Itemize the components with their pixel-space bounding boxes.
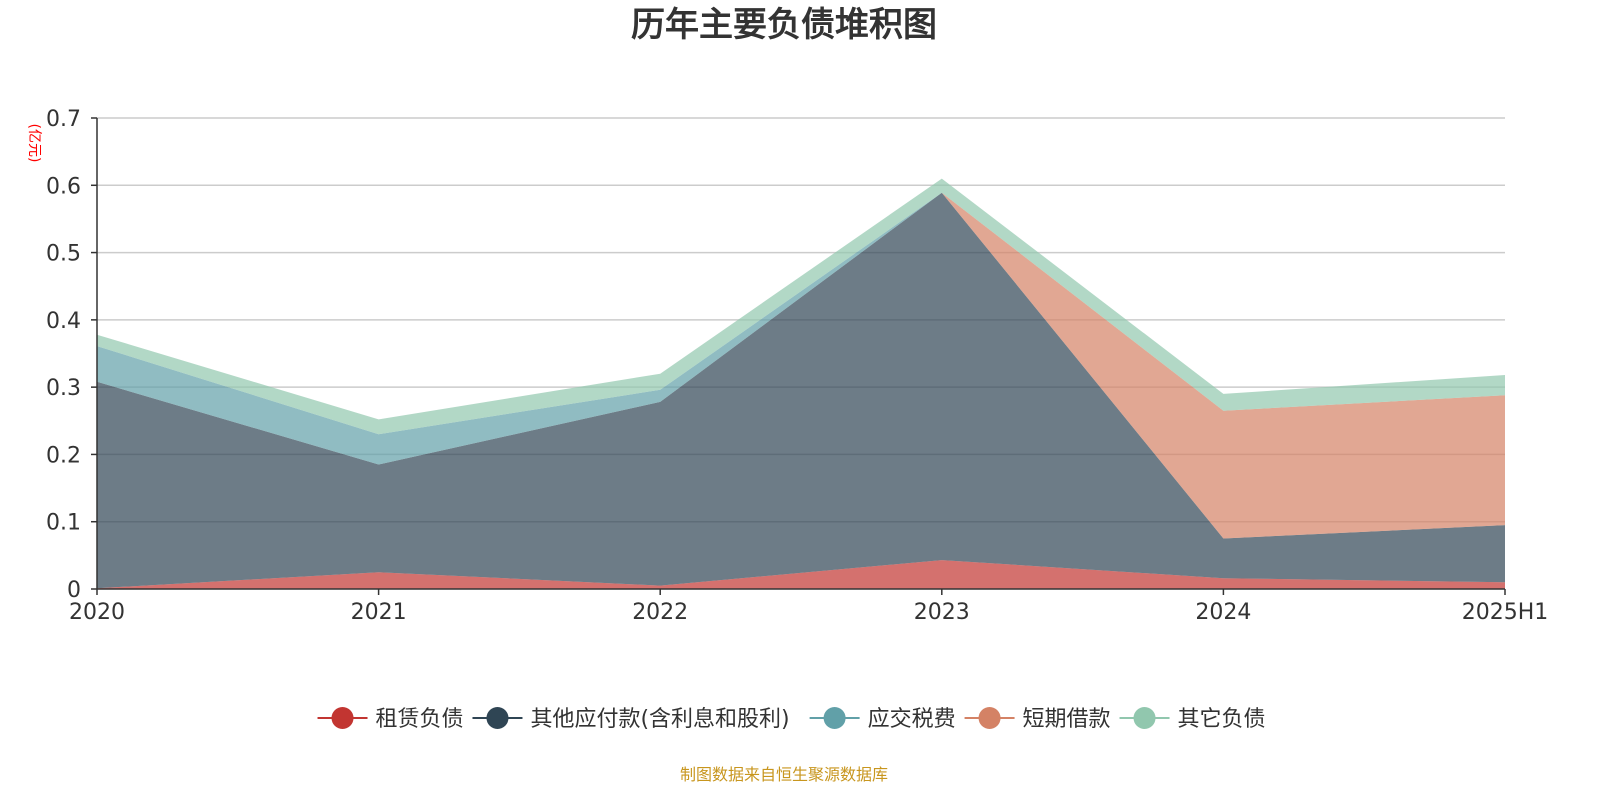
legend-label: 租赁负债 (376, 707, 464, 732)
legend-item-4[interactable]: 其它负债 (1119, 707, 1266, 732)
y-tick-label: 0.3 (46, 376, 81, 401)
y-tick-label: 0 (67, 578, 81, 603)
y-tick-label: 0.4 (46, 309, 81, 334)
area-series-0 (97, 560, 1505, 589)
y-tick-label: 0.1 (46, 511, 81, 536)
legend-marker (978, 707, 1001, 729)
axes-group: 0 0.1 0.2 0.3 0.4 0.5 0.6 0.7 2020 2021 2022 2023 20… (46, 107, 1548, 625)
area-series-group (97, 178, 1505, 589)
x-tick-label: 2023 (914, 600, 970, 625)
legend-marker (1133, 707, 1156, 729)
legend-label: 其他应付款(含利息和股利) (530, 707, 789, 732)
area-series-2 (97, 192, 1505, 539)
legend-marker (823, 707, 846, 729)
y-axis-unit-label: (亿元) (26, 124, 42, 163)
y-tick-label: 0.7 (46, 107, 81, 132)
legend-item-3[interactable]: 短期借款 (964, 707, 1111, 732)
area-series-1 (97, 192, 1505, 589)
legend-marker (486, 707, 509, 729)
legend-item-1[interactable]: 其他应付款(含利息和股利) (472, 707, 790, 732)
x-tick-label: 2022 (632, 600, 688, 625)
source-note: 制图数据来自恒生聚源数据库 (680, 765, 888, 784)
y-tick-label: 0.6 (46, 174, 81, 199)
y-tick-label: 0.2 (46, 443, 81, 468)
legend-marker (331, 707, 354, 729)
legend-label: 其它负债 (1178, 707, 1266, 732)
x-tick-label: 2025H1 (1462, 600, 1549, 625)
x-tick-label: 2021 (351, 600, 407, 625)
legend-label: 应交税费 (868, 707, 956, 732)
legend: 租赁负债 其他应付款(含利息和股利) 应交税费 短期借款 其它负债 (317, 707, 1266, 732)
chart-title: 历年主要负债堆积图 (631, 5, 937, 45)
legend-item-2[interactable]: 应交税费 (809, 707, 956, 732)
legend-item-0[interactable]: 租赁负债 (317, 707, 464, 732)
legend-label: 短期借款 (1023, 707, 1111, 732)
x-tick-label: 2020 (69, 600, 125, 625)
x-tick-label: 2024 (1195, 600, 1251, 625)
y-tick-label: 0.5 (46, 242, 81, 267)
area-series-3 (97, 192, 1505, 539)
